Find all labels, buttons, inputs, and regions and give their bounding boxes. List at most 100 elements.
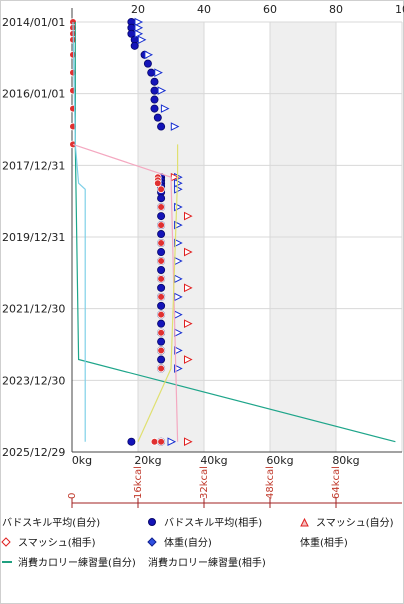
series-line-lightpink xyxy=(72,143,179,442)
data-point xyxy=(127,437,136,446)
y-tick-label: 2025/12/29 xyxy=(2,446,65,459)
bottom-tick-label: 40kg xyxy=(200,454,227,467)
data-point xyxy=(150,437,159,446)
legend-label: バドスキル平均(自分) xyxy=(2,516,100,529)
kcal-tick-label: 0 xyxy=(67,493,78,499)
data-point xyxy=(157,310,165,319)
data-point xyxy=(167,437,177,447)
data-point xyxy=(137,35,147,45)
data-point xyxy=(134,29,144,39)
data-point xyxy=(157,364,165,373)
data-point xyxy=(160,104,170,113)
legend-marker xyxy=(1,537,11,547)
top-tick-label: 60 xyxy=(263,3,277,16)
data-point xyxy=(130,41,139,50)
legend-marker xyxy=(148,518,156,526)
data-point xyxy=(157,293,165,301)
bottom-tick-label: 20kg xyxy=(134,454,161,467)
series-line xyxy=(72,21,86,442)
data-point xyxy=(157,239,165,247)
top-tick-label: 80 xyxy=(329,3,343,16)
y-tick-label: 2016/01/01 xyxy=(2,88,65,101)
kcal-tick-label: 64kcal xyxy=(331,466,342,499)
series-line xyxy=(74,22,396,443)
data-point xyxy=(157,301,166,310)
data-point xyxy=(170,122,180,131)
series-line xyxy=(137,144,179,442)
y-tick-label: 2017/12/31 xyxy=(2,159,65,172)
top-tick-label: 10 xyxy=(395,3,404,16)
data-point xyxy=(184,319,193,328)
data-point xyxy=(154,68,163,77)
top-tick-label: 20 xyxy=(131,3,145,16)
data-point xyxy=(184,355,193,364)
data-point xyxy=(157,221,165,229)
data-point xyxy=(184,437,193,447)
top-tick-label: 40 xyxy=(197,3,211,16)
y-tick-label: 2019/12/31 xyxy=(2,231,65,244)
legend-marker xyxy=(147,537,157,547)
series-line xyxy=(72,143,179,442)
data-point xyxy=(157,355,166,364)
data-point xyxy=(157,265,166,274)
data-point xyxy=(184,247,193,257)
data-point xyxy=(184,283,193,293)
bottom-tick-label: 0kg xyxy=(72,454,92,467)
legend-label: スマッシュ(相手) xyxy=(18,536,96,549)
data-point xyxy=(174,184,183,194)
y-tick-label: 2014/01/01 xyxy=(2,16,65,29)
data-point xyxy=(174,178,183,188)
data-point xyxy=(150,86,159,95)
data-point xyxy=(157,86,167,95)
data-point xyxy=(157,194,166,203)
data-point xyxy=(147,68,156,77)
bottom-tick-label: 80kg xyxy=(332,454,359,467)
data-point xyxy=(157,185,165,194)
kcal-tick-label: 32kcal xyxy=(199,466,210,499)
legend-label: バドスキル平均(相手) xyxy=(164,516,262,529)
legend-marker xyxy=(300,517,309,527)
data-point xyxy=(157,283,166,292)
series-triangle-open-red xyxy=(170,172,193,447)
legend-label: 体重(自分) xyxy=(164,536,212,549)
data-point xyxy=(157,212,166,221)
data-point xyxy=(157,346,165,355)
legend-label: 消費カロリー練習量(相手) xyxy=(148,556,266,569)
data-point xyxy=(157,337,166,346)
legend-label: 消費カロリー練習量(自分) xyxy=(18,556,136,569)
data-point xyxy=(157,230,166,239)
data-point xyxy=(157,319,166,328)
y-tick-label: 2023/12/30 xyxy=(2,374,65,387)
data-point xyxy=(174,292,183,302)
data-point xyxy=(157,248,166,257)
data-point xyxy=(184,211,193,221)
series-line-teal xyxy=(74,22,396,443)
data-point xyxy=(143,59,152,68)
data-point xyxy=(157,203,165,211)
data-point xyxy=(157,257,165,265)
series-line-yellow xyxy=(137,144,179,442)
y-tick-label: 2021/12/30 xyxy=(2,303,65,316)
data-point xyxy=(157,328,165,337)
kcal-tick-label: 48kcal xyxy=(265,466,276,499)
data-point xyxy=(150,104,159,113)
legend: バドスキル平均(自分) バドスキル平均(相手) スマッシュ(自分) スマッシュ(相手)… xyxy=(1,516,394,569)
data-point xyxy=(157,437,165,446)
data-point xyxy=(174,346,183,355)
data-point xyxy=(69,68,77,77)
data-point xyxy=(153,113,162,122)
legend-label: 体重(相手) xyxy=(300,536,348,549)
data-point xyxy=(150,95,159,104)
bottom-tick-label: 60kg xyxy=(266,454,293,467)
data-point xyxy=(134,17,144,27)
data-point xyxy=(134,23,144,33)
series-line-lightblue xyxy=(72,21,86,442)
kcal-tick-label: 16kcal xyxy=(133,466,144,499)
data-point xyxy=(150,77,159,86)
data-point xyxy=(157,275,165,283)
data-point xyxy=(157,122,166,131)
data-point xyxy=(174,238,183,248)
data-point xyxy=(154,179,162,188)
legend-label: スマッシュ(自分) xyxy=(316,516,394,529)
